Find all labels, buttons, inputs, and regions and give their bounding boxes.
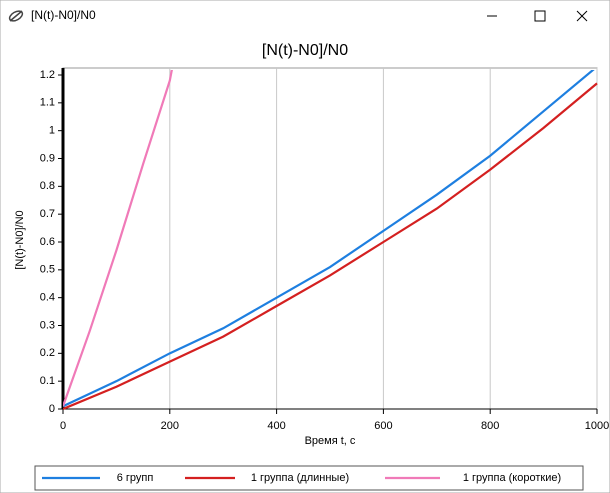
plot-series — [63, 70, 598, 410]
y-tick-label: 0.6 — [40, 236, 55, 248]
series-line — [63, 70, 595, 408]
plot-area — [62, 67, 598, 410]
y-tick-label: 0 — [49, 403, 55, 415]
legend-label: 6 групп — [117, 472, 154, 484]
series-line — [63, 70, 173, 407]
x-tick-label: 200 — [161, 420, 179, 432]
y-tick-label: 0.9 — [40, 152, 55, 164]
y-tick-label: 0.4 — [40, 292, 55, 304]
y-tick-label: 1.1 — [40, 97, 55, 109]
x-tick-label: 400 — [267, 420, 285, 432]
x-tick-label: 1000 — [585, 420, 609, 432]
close-button[interactable] — [576, 10, 588, 22]
y-tick-label: 0.2 — [40, 347, 55, 359]
maximize-button[interactable] — [534, 10, 546, 22]
x-axis-label: Время t, с — [305, 435, 356, 447]
y-axis-label: [N(t)-N0]/N0 — [14, 210, 26, 269]
y-tick-label: 0.5 — [40, 264, 55, 276]
legend-label: 1 группа (короткие) — [463, 472, 561, 484]
series-line — [63, 82, 598, 410]
window-title: [N(t)-N0]/N0 — [31, 8, 96, 22]
y-tick-label: 1.2 — [40, 69, 55, 81]
legend — [34, 465, 584, 491]
x-tick-label: 600 — [374, 420, 392, 432]
y-tick-label: 0.7 — [40, 208, 55, 220]
y-tick-label: 0.8 — [40, 180, 55, 192]
app-icon — [8, 10, 24, 22]
y-tick-label: 1 — [49, 125, 55, 137]
chart-title: [N(t)-N0]/N0 — [262, 42, 348, 59]
y-tick-label: 0.3 — [40, 319, 55, 331]
y-tick-label: 0.1 — [40, 375, 55, 387]
x-tick-label: 0 — [60, 420, 66, 432]
legend-label: 1 группа (длинные) — [251, 472, 349, 484]
x-tick-label: 800 — [481, 420, 499, 432]
